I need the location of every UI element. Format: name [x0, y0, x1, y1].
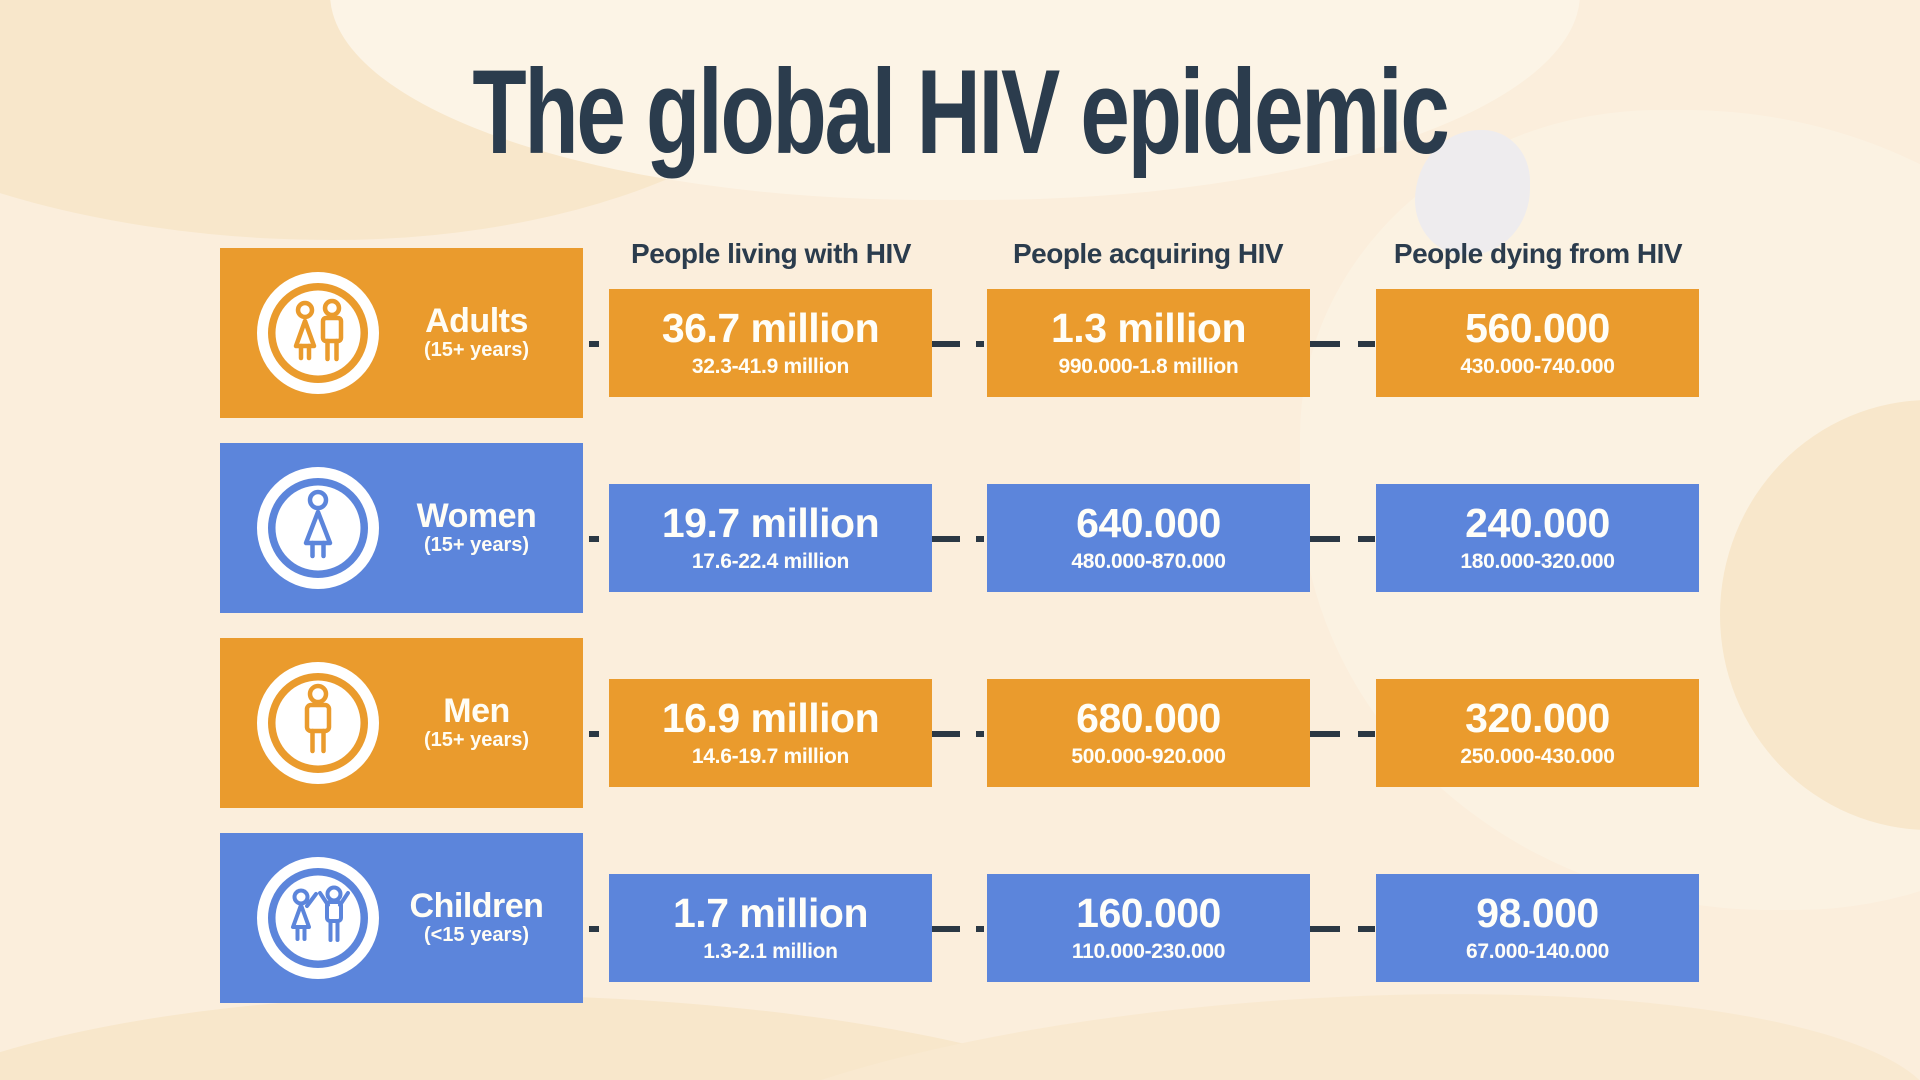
- connector-dash: [976, 341, 984, 347]
- value-cell-dying: 320.000 250.000-430.000: [1376, 679, 1699, 787]
- men-icon: [256, 661, 380, 785]
- cell-value: 560.000: [1465, 304, 1610, 351]
- row-sublabel: (15+ years): [423, 339, 530, 362]
- value-cell-living: 16.9 million 14.6-19.7 million: [609, 679, 932, 787]
- women-icon: [256, 466, 380, 590]
- row-label: Children: [409, 886, 544, 925]
- cell-range: 1.3-2.1 million: [703, 939, 838, 963]
- value-cell-dying: 98.000 67.000-140.000: [1376, 874, 1699, 982]
- background-blob: [1415, 130, 1530, 255]
- row-label: Adults: [425, 301, 528, 340]
- category-card-men: Men (15+ years): [220, 638, 583, 808]
- connector: [583, 638, 609, 808]
- connector-dash: [1310, 731, 1340, 737]
- cell-value: 240.000: [1465, 499, 1610, 546]
- cell-range: 14.6-19.7 million: [691, 744, 850, 768]
- connector: [932, 248, 987, 418]
- cell-value: 98.000: [1476, 889, 1599, 936]
- column-header-living: People living with HIV: [631, 238, 911, 269]
- cell-range: 180.000-320.000: [1460, 549, 1615, 573]
- value-cell-dying: 560.000 430.000-740.000: [1376, 289, 1699, 397]
- cell-range: 17.6-22.4 million: [691, 549, 850, 573]
- connector-dash: [1358, 731, 1375, 737]
- connector-dash: [1358, 536, 1375, 542]
- connector-dash: [589, 926, 599, 932]
- row-sublabel: (<15 years): [423, 924, 530, 947]
- cell-value: 1.7 million: [673, 889, 869, 936]
- connector-dash: [932, 341, 960, 347]
- connector-dash: [1310, 536, 1340, 542]
- connector-dash: [932, 731, 960, 737]
- connector-dash: [1358, 926, 1375, 932]
- category-card-women: Women (15+ years): [220, 443, 583, 613]
- cell-range: 67.000-140.000: [1466, 939, 1609, 963]
- cell-range: 430.000-740.000: [1460, 354, 1615, 378]
- row-label: Men: [443, 691, 510, 730]
- connector-dash: [1358, 341, 1375, 347]
- cell-value: 19.7 million: [661, 499, 880, 546]
- children-icon: [256, 856, 380, 980]
- connector: [1310, 443, 1376, 613]
- connector: [1310, 248, 1376, 418]
- connector: [583, 248, 609, 418]
- value-cell-living: 19.7 million 17.6-22.4 million: [609, 484, 932, 592]
- connector: [583, 833, 609, 1003]
- data-grid: Adults (15+ years) 36.7 million 32.3-41.…: [220, 248, 1699, 1028]
- table-row-men: Men (15+ years) 16.9 million 14.6-19.7 m…: [220, 638, 1699, 808]
- cell-range: 250.000-430.000: [1460, 744, 1615, 768]
- cell-value: 36.7 million: [661, 304, 880, 351]
- connector: [1310, 638, 1376, 808]
- connector-dash: [976, 731, 984, 737]
- connector-dash: [1310, 926, 1340, 932]
- cell-value: 680.000: [1076, 694, 1221, 741]
- value-cell-acquiring: 640.000 480.000-870.000: [987, 484, 1310, 592]
- row-label: Women: [416, 496, 537, 535]
- value-cell-dying: 240.000 180.000-320.000: [1376, 484, 1699, 592]
- cell-value: 160.000: [1076, 889, 1221, 936]
- cell-value: 640.000: [1076, 499, 1221, 546]
- value-cell-living: 36.7 million 32.3-41.9 million: [609, 289, 932, 397]
- connector-dash: [589, 731, 599, 737]
- cell-range: 500.000-920.000: [1071, 744, 1226, 768]
- connector: [932, 443, 987, 613]
- connector: [583, 443, 609, 613]
- adults-icon: [256, 271, 380, 395]
- connector-dash: [589, 341, 599, 347]
- cell-range: 480.000-870.000: [1071, 549, 1226, 573]
- connector: [932, 638, 987, 808]
- connector-dash: [1310, 341, 1340, 347]
- row-sublabel: (15+ years): [423, 534, 530, 557]
- connector-dash: [976, 536, 984, 542]
- page-title: The global HIV epidemic: [472, 45, 1449, 179]
- connector: [932, 833, 987, 1003]
- cell-value: 320.000: [1465, 694, 1610, 741]
- cell-range: 990.000-1.8 million: [1058, 354, 1239, 378]
- column-header-acquiring: People acquiring HIV: [1012, 238, 1284, 269]
- category-card-adults: Adults (15+ years): [220, 248, 583, 418]
- value-cell-living: 1.7 million 1.3-2.1 million: [609, 874, 932, 982]
- connector-dash: [932, 536, 960, 542]
- value-cell-acquiring: 680.000 500.000-920.000: [987, 679, 1310, 787]
- table-row-women: Women (15+ years) 19.7 million 17.6-22.4…: [220, 443, 1699, 613]
- connector-dash: [932, 926, 960, 932]
- cell-value: 1.3 million: [1051, 304, 1247, 351]
- value-cell-acquiring: 160.000 110.000-230.000: [987, 874, 1310, 982]
- connector-dash: [589, 536, 599, 542]
- cell-value: 16.9 million: [661, 694, 880, 741]
- connector: [1310, 833, 1376, 1003]
- row-sublabel: (15+ years): [423, 729, 530, 752]
- value-cell-acquiring: 1.3 million 990.000-1.8 million: [987, 289, 1310, 397]
- connector-dash: [976, 926, 984, 932]
- category-card-children: Children (<15 years): [220, 833, 583, 1003]
- table-row-children: Children (<15 years) 1.7 million 1.3-2.1…: [220, 833, 1699, 1003]
- table-row-adults: Adults (15+ years) 36.7 million 32.3-41.…: [220, 248, 1699, 418]
- cell-range: 110.000-230.000: [1071, 939, 1226, 963]
- column-header-dying: People dying from HIV: [1393, 238, 1683, 269]
- cell-range: 32.3-41.9 million: [691, 354, 850, 378]
